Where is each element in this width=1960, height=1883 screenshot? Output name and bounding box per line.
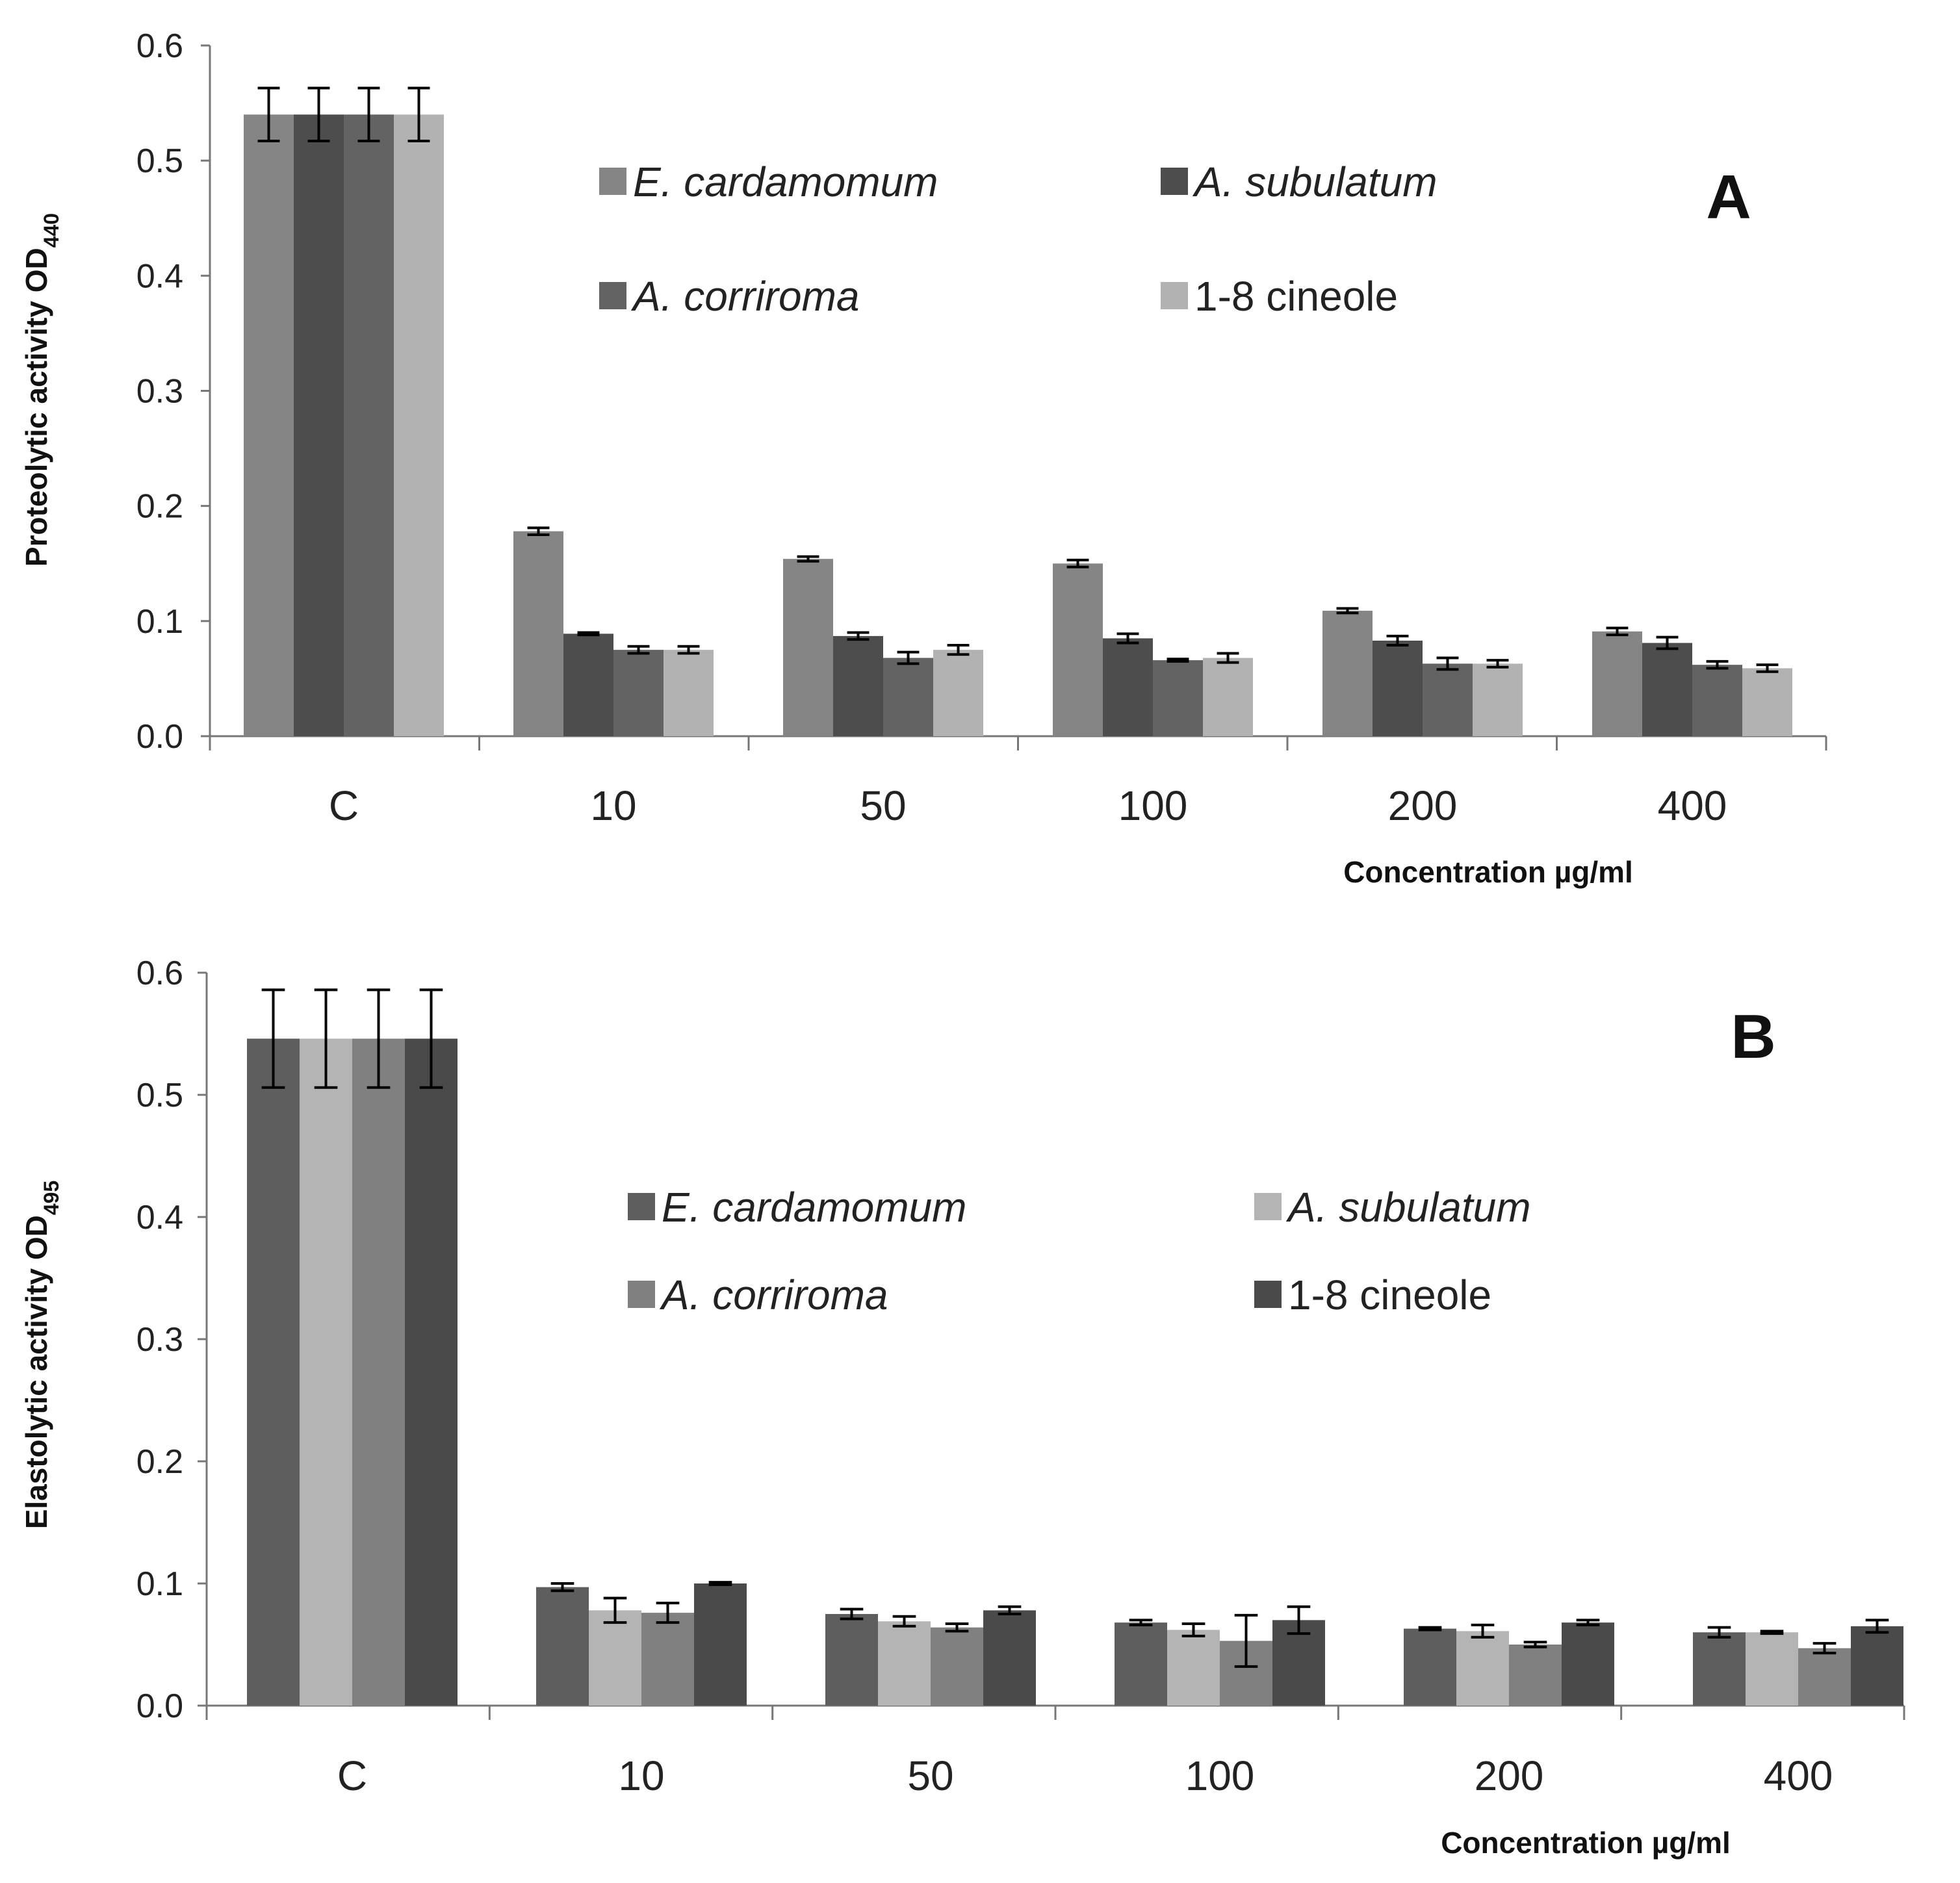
- bar: [1693, 1632, 1746, 1706]
- y-tick-label: 0.4: [136, 257, 183, 295]
- y-tick-label: 0.4: [136, 1199, 183, 1236]
- x-axis-title: Concentration µg/ml: [1441, 1826, 1731, 1860]
- bar: [1115, 1622, 1167, 1706]
- bar: [1473, 663, 1523, 736]
- legend-label: A. corriroma: [630, 273, 860, 320]
- panel-letter: B: [1731, 1002, 1775, 1071]
- bar: [983, 1610, 1036, 1706]
- x-category-label: 50: [860, 782, 906, 829]
- bar: [883, 658, 933, 736]
- panel-letter: A: [1706, 162, 1751, 232]
- x-category-label: 10: [590, 782, 636, 829]
- y-tick-label: 0.1: [136, 603, 183, 641]
- bar: [931, 1627, 983, 1706]
- y-axis-title: Elastolytic activity OD495: [19, 1181, 63, 1530]
- y-tick-label: 0.3: [136, 373, 183, 411]
- legend-label: 1-8 cineole: [1194, 273, 1398, 320]
- legend-swatch: [1254, 1193, 1282, 1220]
- bar: [589, 1610, 641, 1706]
- bar: [344, 114, 394, 737]
- legend-label: E. cardamomum: [662, 1184, 966, 1231]
- bar: [405, 1038, 458, 1706]
- x-category-label: C: [329, 782, 359, 829]
- bar: [613, 650, 664, 736]
- bar: [394, 114, 444, 737]
- bar: [1642, 643, 1692, 736]
- x-category-label: 50: [907, 1752, 953, 1799]
- x-category-label: 400: [1764, 1752, 1833, 1799]
- bar: [825, 1614, 878, 1706]
- chart-panel-b: 0.0 0.1 0.2 0.3 0.4 0.5 0.6 C 10 50 100 200 400 E. ca…: [19, 954, 1905, 1860]
- bar: [694, 1583, 747, 1706]
- x-axis-title: Concentration µg/ml: [1343, 855, 1633, 889]
- x-category-label: 100: [1185, 1752, 1255, 1799]
- legend-label: 1-8 cineole: [1288, 1272, 1491, 1318]
- legend-label: A. corriroma: [659, 1272, 888, 1318]
- legend-swatch: [599, 282, 626, 309]
- bar: [1692, 665, 1742, 736]
- bar: [1103, 638, 1153, 736]
- y-axis-title: Proteolytic activity OD440: [19, 213, 63, 567]
- x-category-label: 200: [1388, 782, 1458, 829]
- x-category-label: 10: [618, 1752, 664, 1799]
- legend-swatch: [1254, 1281, 1282, 1308]
- legend-swatch: [599, 168, 626, 195]
- bar: [536, 1587, 589, 1706]
- y-tick-label: 0.3: [136, 1321, 183, 1359]
- bar: [1851, 1626, 1903, 1706]
- y-tick-label: 0.6: [136, 954, 183, 992]
- bar: [1167, 1630, 1220, 1706]
- bar: [352, 1038, 405, 1706]
- bar: [247, 1038, 300, 1706]
- y-tick-label: 0.2: [136, 1443, 183, 1481]
- legend-label: E. cardamomum: [633, 159, 938, 205]
- bar: [1456, 1631, 1509, 1706]
- bar: [641, 1613, 694, 1706]
- bar: [1592, 631, 1642, 736]
- y-tick-label: 0.0: [136, 1687, 183, 1725]
- bar: [1322, 610, 1373, 736]
- bar: [1404, 1628, 1456, 1706]
- chart-panel-a: 0.0 0.1 0.2 0.3 0.4 0.5 0.6 C 10 50 100 200 400 E. ca…: [19, 27, 1827, 889]
- bar: [513, 531, 563, 736]
- x-category-label: C: [337, 1752, 367, 1799]
- y-tick-label: 0.5: [136, 142, 183, 180]
- bar: [244, 114, 294, 737]
- bar: [783, 559, 833, 736]
- bar: [1423, 663, 1473, 736]
- legend-label: A. subulatum: [1285, 1184, 1531, 1231]
- legend-swatch: [1161, 282, 1188, 309]
- legend-swatch: [1161, 168, 1188, 195]
- bar: [664, 650, 714, 736]
- bar: [833, 635, 883, 736]
- y-tick-label: 0.0: [136, 718, 183, 756]
- legend-swatch: [628, 1193, 655, 1220]
- bar: [1742, 668, 1792, 736]
- bar: [300, 1038, 352, 1706]
- y-tick-label: 0.6: [136, 27, 183, 65]
- bar: [1509, 1645, 1562, 1706]
- bar: [1053, 563, 1103, 736]
- bar: [1798, 1648, 1851, 1706]
- bar: [1746, 1632, 1798, 1706]
- bar: [933, 650, 983, 736]
- legend-swatch: [628, 1281, 655, 1308]
- x-category-label: 400: [1658, 782, 1727, 829]
- bar: [878, 1621, 931, 1706]
- y-tick-label: 0.1: [136, 1565, 183, 1603]
- bar: [1203, 658, 1253, 736]
- bar: [1373, 640, 1423, 736]
- y-tick-label: 0.2: [136, 488, 183, 526]
- y-tick-label: 0.5: [136, 1077, 183, 1114]
- legend-label: A. subulatum: [1192, 159, 1438, 205]
- bar: [294, 114, 344, 737]
- bar: [563, 634, 613, 736]
- bar: [1562, 1622, 1614, 1706]
- x-category-label: 100: [1118, 782, 1188, 829]
- bar: [1153, 660, 1203, 736]
- x-category-label: 200: [1475, 1752, 1544, 1799]
